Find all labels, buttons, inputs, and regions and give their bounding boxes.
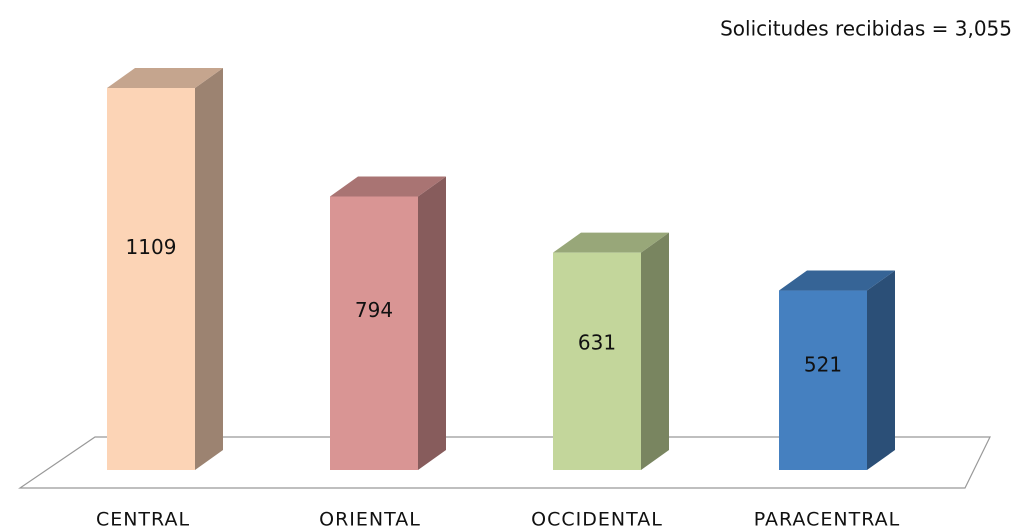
annotation: Solicitudes recibidas = 3,055 bbox=[720, 17, 1012, 41]
bar bbox=[330, 196, 418, 470]
value-label: 521 bbox=[804, 352, 842, 376]
bar-side bbox=[195, 68, 223, 470]
value-label: 631 bbox=[578, 330, 616, 354]
x-tick-label: OCCIDENTAL bbox=[531, 509, 663, 531]
x-tick-label: CENTRAL bbox=[96, 509, 190, 531]
bar-top bbox=[553, 232, 669, 253]
bar-top bbox=[779, 270, 895, 291]
bar-side bbox=[867, 270, 895, 470]
bar-side bbox=[641, 232, 669, 470]
bar-top bbox=[107, 68, 223, 88]
bar bbox=[107, 88, 195, 470]
floor bbox=[18, 436, 991, 489]
value-label: 794 bbox=[355, 298, 393, 322]
bar bbox=[553, 252, 641, 470]
bar-top bbox=[330, 176, 446, 197]
bar bbox=[779, 290, 867, 470]
bar-side bbox=[418, 176, 446, 470]
x-tick-label: ORIENTAL bbox=[319, 509, 421, 531]
value-label: 1109 bbox=[126, 235, 177, 259]
x-tick-label: PARACENTRAL bbox=[754, 509, 900, 531]
